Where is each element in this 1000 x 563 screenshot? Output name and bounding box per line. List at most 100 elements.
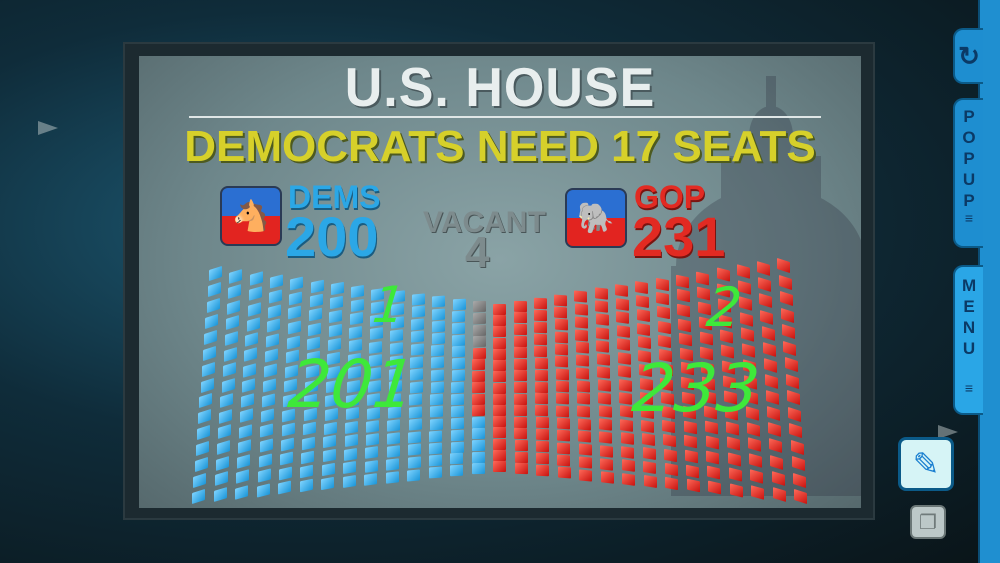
seat-gop — [643, 461, 657, 475]
seat-dem — [450, 429, 464, 441]
seat-dem — [310, 279, 324, 294]
seat-gop — [577, 418, 591, 431]
seat-gop — [578, 456, 592, 469]
seat-gop — [615, 284, 628, 298]
seat-gop — [595, 326, 609, 340]
seat-dem — [268, 303, 281, 319]
seat-vacant — [472, 312, 486, 325]
seat-gop — [493, 449, 507, 461]
menu-label: MENU — [962, 276, 977, 358]
seat-dem — [197, 425, 210, 441]
seat-dem — [428, 466, 442, 479]
seat-dem — [350, 298, 364, 312]
seat-gop — [617, 351, 631, 365]
seat-gop — [618, 365, 632, 378]
nav-arrow-left[interactable] — [38, 121, 58, 135]
seat-dem — [207, 281, 221, 298]
seat-dem — [206, 297, 220, 313]
seat-gop — [619, 392, 633, 405]
seat-gop — [621, 446, 635, 459]
seat-gop — [514, 370, 527, 382]
seat-dem — [450, 464, 464, 477]
title-divider — [189, 116, 821, 118]
seat-dem — [193, 472, 207, 489]
seat-dem — [407, 443, 421, 457]
pencil-button[interactable]: ✎ — [898, 437, 954, 491]
seat-gop — [599, 444, 613, 458]
seat-dem — [221, 377, 235, 393]
seat-dem — [203, 345, 216, 361]
seat-gop — [556, 405, 570, 418]
seat-gop — [675, 274, 689, 289]
seat-gop — [554, 294, 568, 307]
seat-gop — [536, 453, 550, 465]
seat-gop — [555, 355, 569, 368]
seat-gop — [514, 381, 528, 394]
seat-gop — [472, 359, 486, 371]
seat-dem — [218, 424, 232, 440]
seat-dem — [430, 393, 444, 406]
dems-seat-count: 200 — [285, 205, 379, 268]
page-title: U.S. HOUSE — [344, 57, 656, 119]
seat-dem — [308, 322, 322, 336]
seat-gop — [575, 329, 589, 342]
seat-gop — [533, 297, 547, 309]
seat-gop — [554, 318, 568, 331]
seat-gop — [535, 405, 549, 417]
seat-gop — [664, 462, 678, 477]
seat-gop — [622, 472, 636, 486]
seat-gop — [636, 308, 650, 322]
seat-dem — [220, 393, 234, 409]
seat-gop — [621, 459, 635, 473]
seat-gop — [493, 461, 507, 472]
seat-dem — [192, 488, 206, 505]
seat-dem — [330, 296, 344, 310]
seat-gop — [656, 306, 670, 320]
seat-dem — [199, 393, 213, 409]
seat-dem — [429, 405, 443, 418]
seat-dem — [217, 440, 231, 456]
seat-dem — [386, 432, 400, 445]
seat-dem — [247, 301, 261, 317]
seat-dem — [450, 441, 464, 453]
seat-dem — [430, 369, 444, 382]
seat-dem — [452, 322, 466, 334]
seat-dem — [385, 470, 399, 484]
seat-vacant — [472, 324, 486, 336]
seat-dem — [365, 433, 379, 447]
seat-gop — [658, 334, 672, 348]
seat-dem — [278, 480, 292, 495]
nav-arrow-right[interactable] — [938, 425, 958, 439]
menu-tab[interactable]: MENU ≡ — [953, 265, 983, 415]
seat-dem — [229, 268, 243, 284]
seat-dem — [329, 310, 343, 324]
seat-dem — [240, 408, 254, 424]
seat-dem — [279, 466, 293, 481]
seat-dem — [260, 423, 274, 438]
undo-button[interactable]: ↻ — [953, 28, 983, 84]
seat-gop — [554, 306, 568, 319]
seat-gop — [555, 343, 569, 356]
seat-dem — [451, 357, 465, 370]
seat-dem — [428, 454, 442, 467]
dems-label: DEMS — [288, 179, 381, 215]
popup-tab[interactable]: POPUP ≡ — [953, 98, 983, 248]
seat-dem — [263, 378, 277, 393]
seat-dem — [351, 284, 365, 299]
seat-gop — [663, 434, 677, 448]
seat-dem — [451, 393, 465, 406]
seat-dem — [264, 363, 278, 378]
layers-button[interactable]: ❐ — [910, 505, 946, 539]
seat-dem — [472, 416, 486, 429]
seat-gop — [513, 323, 527, 336]
seat-gop — [579, 468, 593, 482]
seat-dem — [450, 417, 464, 430]
seat-dem — [201, 361, 215, 377]
seat-dem — [302, 436, 315, 450]
seat-gop — [635, 294, 649, 308]
seat-gop — [514, 451, 528, 463]
seat-dem — [244, 347, 258, 363]
seat-gop — [655, 277, 669, 292]
seat-gop — [472, 370, 486, 382]
seat-dem — [386, 458, 400, 471]
